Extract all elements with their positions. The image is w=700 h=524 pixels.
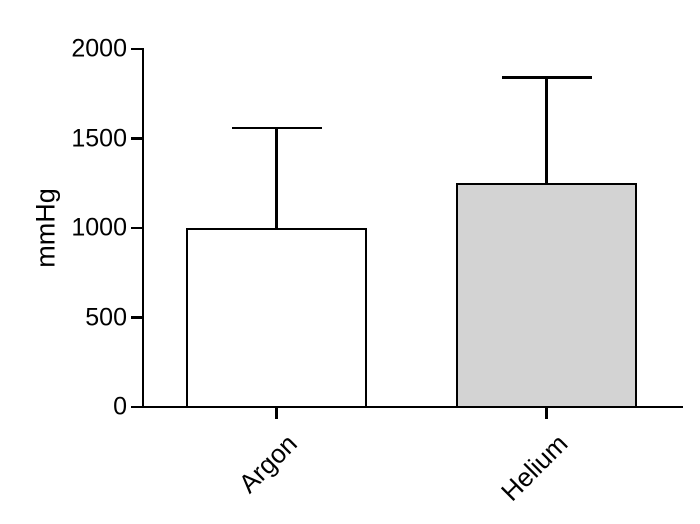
error-bar-line: [545, 77, 548, 189]
y-tick: [131, 137, 143, 140]
x-axis-line: [131, 405, 683, 409]
y-tick-label: 2000: [71, 34, 127, 63]
bar-helium: [456, 183, 638, 409]
y-tick-label: 500: [85, 303, 127, 331]
category-label-helium: Helium: [494, 428, 574, 507]
y-tick-label: 0: [113, 392, 127, 421]
y-tick: [131, 226, 143, 230]
y-tick-label: 1000: [71, 213, 127, 242]
error-bar-line: [275, 127, 278, 233]
y-tick-label: 1500: [71, 124, 127, 152]
error-bar-cap: [501, 76, 592, 79]
x-tick: [275, 408, 278, 420]
error-bar-cap: [231, 126, 322, 129]
bar-argon: [186, 228, 367, 409]
x-tick: [545, 408, 548, 420]
category-label-argon: Argon: [232, 428, 304, 499]
y-axis-line: [141, 47, 145, 409]
y-tick: [131, 316, 143, 319]
y-tick: [131, 47, 143, 51]
y-axis-title: mmHg: [30, 188, 61, 268]
y-tick: [131, 405, 143, 409]
